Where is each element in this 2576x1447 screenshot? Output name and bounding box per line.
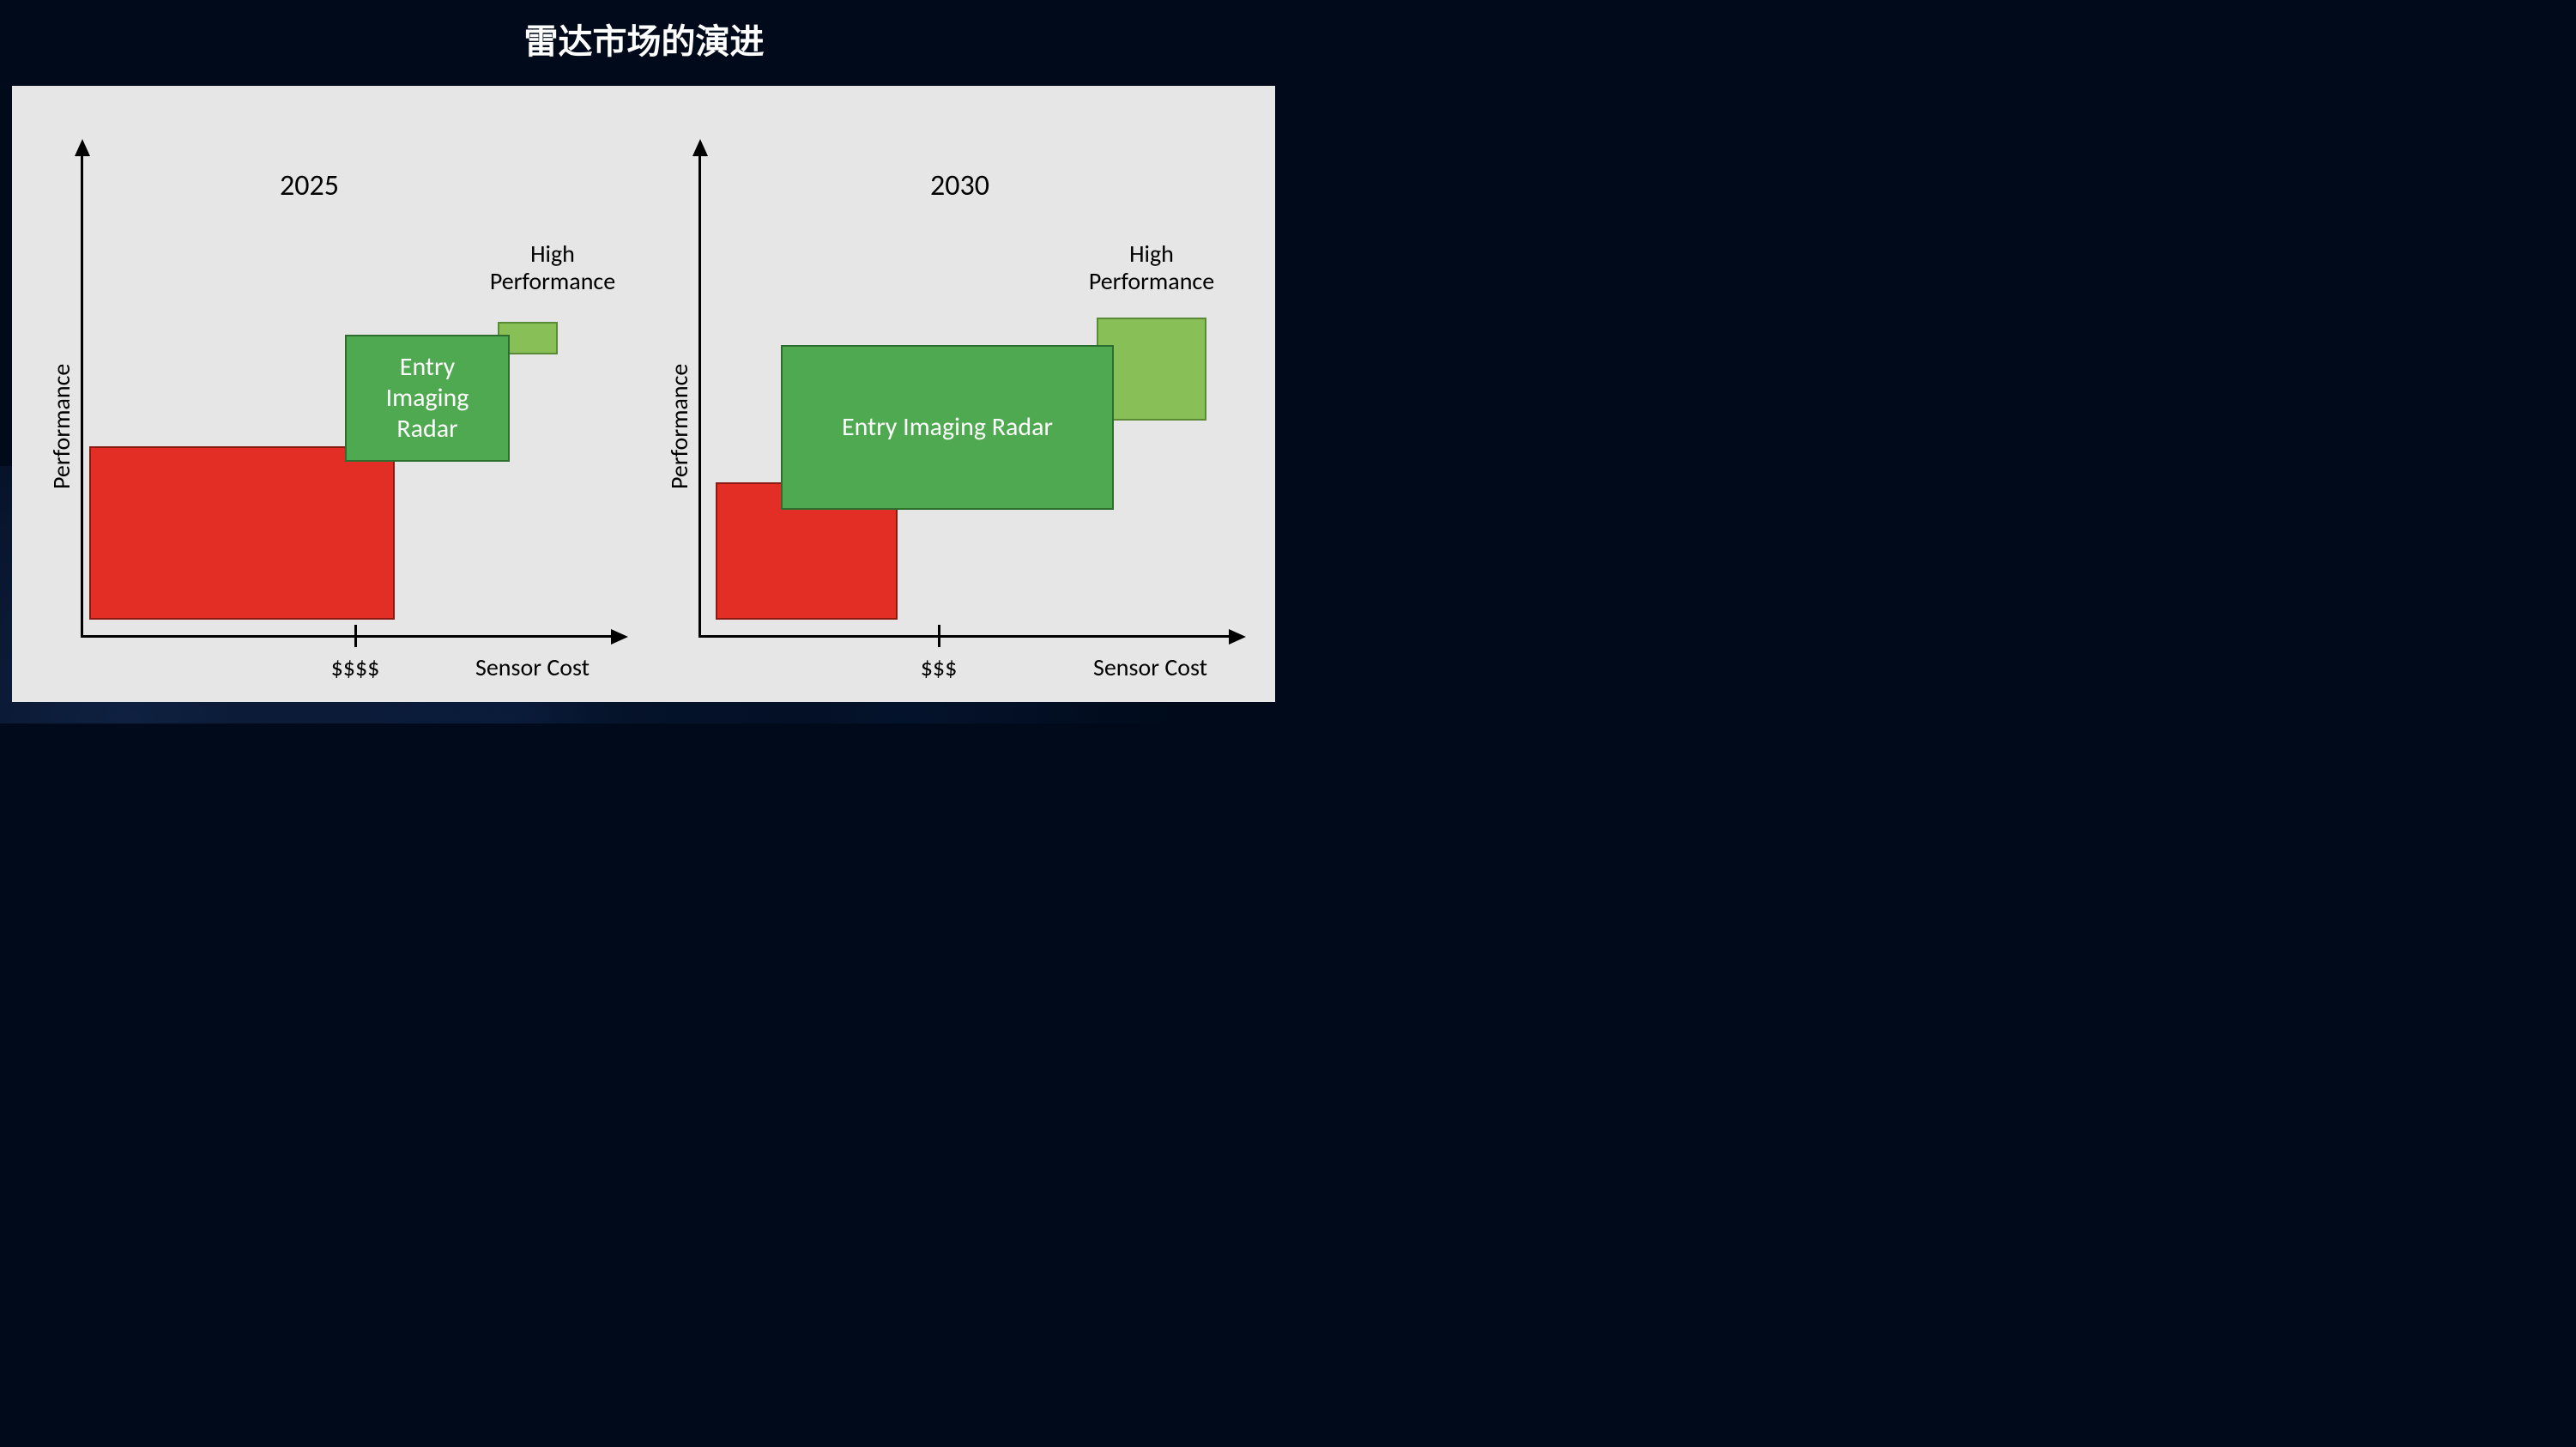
y-axis-arrow-icon [75, 139, 90, 156]
entry-box-label-2025: Entry Imaging Radar [386, 352, 469, 445]
hp-label-line1: High [530, 239, 575, 269]
y-axis-arrow-icon [692, 139, 708, 156]
x-axis-arrow-icon [1229, 629, 1246, 645]
entry-label-l2: Imaging [386, 382, 469, 414]
hp-label-2025: High Performance [475, 240, 630, 295]
x-axis [698, 635, 1231, 638]
y-axis-label: Performance [664, 364, 694, 489]
x-tick [938, 625, 940, 647]
year-label-2030: 2030 [930, 168, 989, 203]
entry-box-2030: Entry Imaging Radar [781, 345, 1114, 510]
charts-container: $$$$ Performance Sensor Cost 2025 High P… [12, 86, 1275, 702]
x-axis [81, 635, 613, 638]
x-tick-label: $$$ [904, 652, 973, 682]
x-axis-arrow-icon [611, 629, 628, 645]
hp-label-line2: Performance [490, 266, 615, 296]
hp-label-line1: High [1129, 239, 1174, 269]
x-tick-label: $$$$ [312, 652, 398, 682]
red-box-2025 [89, 446, 395, 620]
hp-label-2030: High Performance [1066, 240, 1237, 295]
entry-label-l3: Radar [396, 413, 457, 445]
x-tick [354, 625, 357, 647]
x-axis-label: Sensor Cost [475, 652, 590, 682]
hp-label-line2: Performance [1089, 266, 1214, 296]
entry-box-label-2030: Entry Imaging Radar [842, 412, 1053, 443]
chart-2030: $$$ Performance Sensor Cost 2030 High Pe… [630, 86, 1275, 702]
y-axis [698, 154, 701, 635]
entry-box-2025: Entry Imaging Radar [345, 335, 510, 462]
slide-title: 雷达市场的演进 [0, 14, 1288, 64]
y-axis [81, 154, 83, 635]
x-axis-label: Sensor Cost [1093, 652, 1207, 682]
chart-2025: $$$$ Performance Sensor Cost 2025 High P… [12, 86, 630, 702]
y-axis-label: Performance [46, 364, 76, 489]
entry-label-l1: Entry [400, 351, 455, 383]
year-label-2025: 2025 [280, 168, 339, 203]
